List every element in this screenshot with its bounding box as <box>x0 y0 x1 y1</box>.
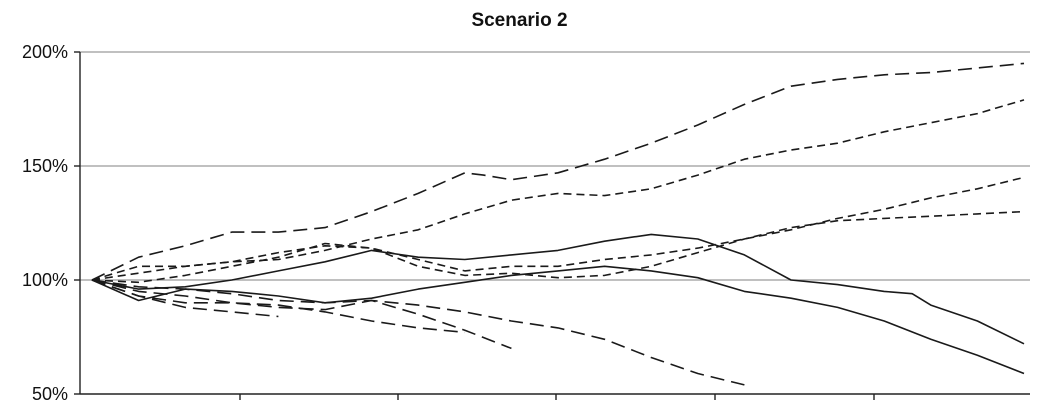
series-line-5 <box>91 233 1025 345</box>
y-tick-label: 50% <box>32 384 68 404</box>
series-line-6 <box>91 265 1025 375</box>
series-line-10 <box>91 279 279 318</box>
series-line-8 <box>91 279 512 350</box>
series-line-7 <box>91 279 745 386</box>
series-lines <box>91 62 1025 386</box>
y-tick-labels: 50% 100% 150% 200% <box>22 42 68 404</box>
y-tick-label: 100% <box>22 270 68 290</box>
series-line-9 <box>91 279 465 334</box>
gridlines <box>80 51 1030 281</box>
y-tick-label: 150% <box>22 156 68 176</box>
series-line-3 <box>91 176 1025 281</box>
series-line-4 <box>91 210 1025 284</box>
y-tick-label: 200% <box>22 42 68 62</box>
axes <box>74 51 1030 400</box>
chart-title: Scenario 2 <box>471 10 568 31</box>
series-line-1 <box>91 62 1025 281</box>
series-line-2 <box>91 99 1025 281</box>
